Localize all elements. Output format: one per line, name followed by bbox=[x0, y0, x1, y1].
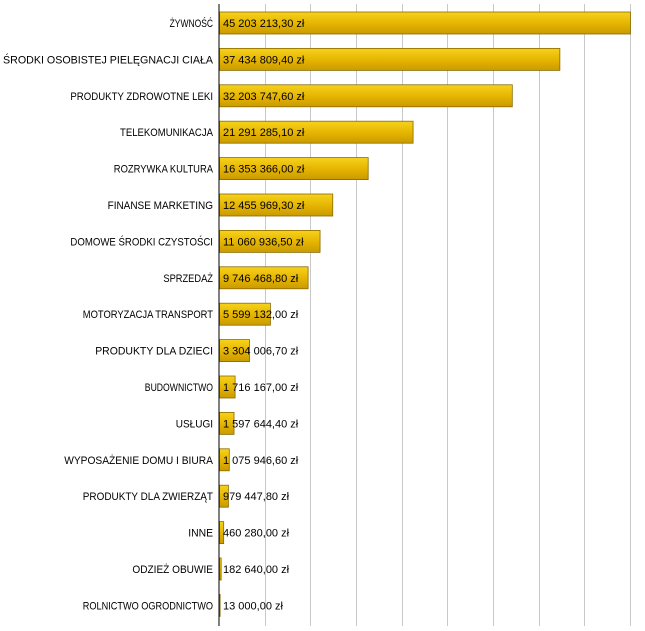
value-label: 45 203 213,30 zł bbox=[223, 18, 305, 30]
value-label: 1 075 946,60 zł bbox=[223, 455, 299, 467]
value-label: 1 716 167,00 zł bbox=[223, 382, 299, 394]
value-label: 182 640,00 zł bbox=[223, 564, 290, 576]
category-label: INNE bbox=[188, 528, 213, 540]
value-label: 21 291 285,10 zł bbox=[223, 127, 305, 139]
value-label: 37 434 809,40 zł bbox=[223, 54, 305, 66]
category-label: ROLNICTWO OGRODNICTWO bbox=[83, 600, 214, 612]
category-label: FINANSE MARKETING bbox=[108, 200, 213, 212]
bar bbox=[219, 594, 221, 617]
category-label: PRODUKTY DLA DZIECI bbox=[95, 346, 213, 358]
value-label: 11 060 936,50 zł bbox=[223, 236, 304, 248]
category-label: USŁUGI bbox=[176, 418, 213, 430]
category-label: ŚRODKI OSOBISTEJ PIELĘGNACJI CIAŁA bbox=[3, 53, 214, 66]
gridlines bbox=[265, 4, 631, 626]
value-label: 9 746 468,80 zł bbox=[223, 273, 299, 285]
category-label: WYPOSAŻENIE DOMU I BIURA bbox=[64, 454, 213, 467]
bar bbox=[219, 557, 222, 581]
value-label: 1 597 644,40 zł bbox=[223, 418, 299, 430]
category-label: MOTORYZACJA TRANSPORT bbox=[83, 309, 213, 321]
category-label: DOMOWE ŚRODKI CZYSTOŚCI bbox=[70, 235, 213, 248]
category-label: SPRZEDAŻ bbox=[163, 272, 213, 285]
value-label: 979 447,80 zł bbox=[223, 491, 290, 503]
value-label: 3 304 006,70 zł bbox=[223, 346, 299, 358]
value-label: 13 000,00 zł bbox=[223, 600, 283, 612]
category-label: ODZIEŻ OBUWIE bbox=[132, 563, 213, 576]
value-label: 5 599 132,00 zł bbox=[223, 309, 299, 321]
value-label: 16 353 366,00 zł bbox=[223, 164, 305, 176]
category-label: ROZRYWKA KULTURA bbox=[114, 164, 214, 176]
value-label: 32 203 747,60 zł bbox=[223, 91, 305, 103]
value-label: 12 455 969,30 zł bbox=[223, 200, 305, 212]
category-label: ŻYWNOŚĆ bbox=[170, 17, 213, 30]
category-label: PRODUKTY ZDROWOTNE LEKI bbox=[70, 91, 213, 103]
category-label: BUDOWNICTWO bbox=[145, 382, 214, 394]
category-labels: ŻYWNOŚĆ ŚRODKI OSOBISTEJ PIELĘGNACJI CIAŁ… bbox=[3, 17, 214, 612]
value-label: 460 280,00 zł bbox=[223, 528, 290, 540]
value-labels: 45 203 213,30 zł 37 434 809,40 zł 32 203 7… bbox=[223, 18, 305, 612]
category-label: TELEKOMUNIKACJA bbox=[120, 127, 214, 139]
category-label: PRODUKTY DLA ZWIERZĄT bbox=[83, 491, 213, 503]
